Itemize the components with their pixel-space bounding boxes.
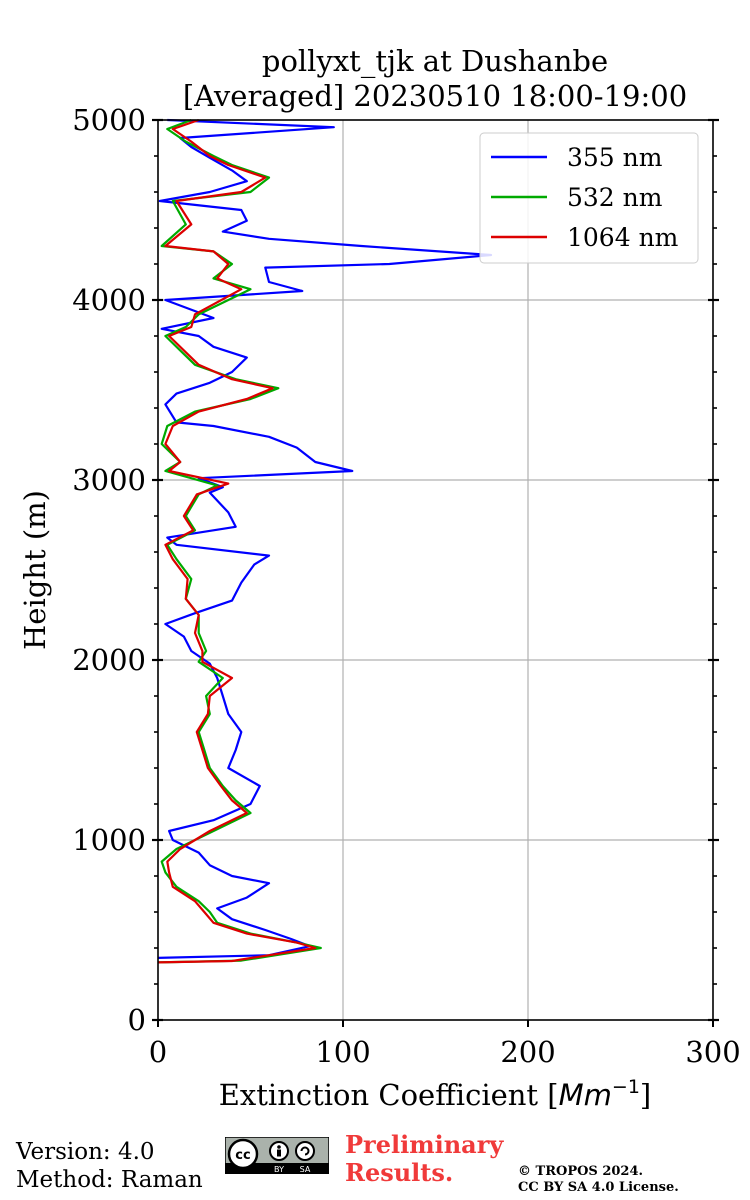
chart-title-line-2: [Averaged] 20230510 18:00-19:00 xyxy=(183,79,687,113)
extinction-profile-chart: pollyxt_tjk at Dushanbe [Averaged] 20230… xyxy=(18,44,741,1112)
y-tick-labels: 0 1000 2000 3000 4000 5000 xyxy=(72,103,146,1037)
legend-label: 1064 nm xyxy=(567,223,679,252)
series-line-355-nm xyxy=(157,118,493,959)
x-tick-labels: 0 100 200 300 xyxy=(149,1035,741,1069)
x-axis-label-close: ] xyxy=(640,1078,651,1112)
footer-info: Version: 4.0 Method: Raman xyxy=(16,1138,203,1194)
cc-badge-sa: SA xyxy=(300,1165,311,1174)
preliminary-line-1: Preliminary xyxy=(345,1130,504,1159)
preliminary-results-note: Preliminary Results. xyxy=(345,1131,503,1187)
x-tick-label: 200 xyxy=(500,1035,555,1069)
y-tick-label: 4000 xyxy=(72,283,146,317)
grid-lines xyxy=(158,120,713,1020)
legend-box xyxy=(479,132,699,264)
x-axis-label-main: Extinction Coefficient [ xyxy=(219,1078,559,1112)
legend-entries: 355 nm 532 nm 1064 nm xyxy=(491,143,679,252)
plot-frame xyxy=(157,119,714,1021)
chart-title-line-1: pollyxt_tjk at Dushanbe xyxy=(262,44,608,79)
y-tick-label: 0 xyxy=(128,1003,146,1037)
legend: 355 nm 532 nm 1064 nm xyxy=(479,132,699,264)
copyright-notice: © TROPOS 2024. CC BY SA 4.0 License. xyxy=(518,1164,679,1196)
x-axis-label: Extinction Coefficient [Mm−1] xyxy=(219,1076,652,1112)
series-line-532-nm xyxy=(157,118,322,964)
y-tick-label: 2000 xyxy=(72,643,146,677)
y-axis-label: Height (m) xyxy=(18,490,52,650)
legend-label: 532 nm xyxy=(567,183,663,212)
x-tick-label: 100 xyxy=(315,1035,370,1069)
copyright-line-1: © TROPOS 2024. xyxy=(518,1164,644,1179)
cc-by-sa-icon: cc BY SA xyxy=(225,1137,329,1174)
y-tick-label: 1000 xyxy=(72,823,146,857)
method-text: Method: Raman xyxy=(16,1167,203,1193)
x-tick-label: 300 xyxy=(685,1035,740,1069)
y-tick-label: 5000 xyxy=(72,103,146,137)
cc-badge-by: BY xyxy=(274,1165,284,1174)
x-axis-label-unit: Mm xyxy=(559,1078,612,1112)
preliminary-line-2: Results. xyxy=(345,1158,454,1187)
x-axis-label-exponent: −1 xyxy=(612,1076,640,1098)
cc-badge-cc: cc xyxy=(235,1148,250,1163)
legend-label: 355 nm xyxy=(567,143,663,172)
y-tick-label: 3000 xyxy=(72,463,146,497)
version-text: Version: 4.0 xyxy=(16,1139,155,1165)
series-layer xyxy=(157,118,493,964)
copyright-line-2: CC BY SA 4.0 License. xyxy=(518,1180,679,1195)
series-line-1064-nm xyxy=(157,118,317,964)
x-tick-label: 0 xyxy=(149,1035,167,1069)
